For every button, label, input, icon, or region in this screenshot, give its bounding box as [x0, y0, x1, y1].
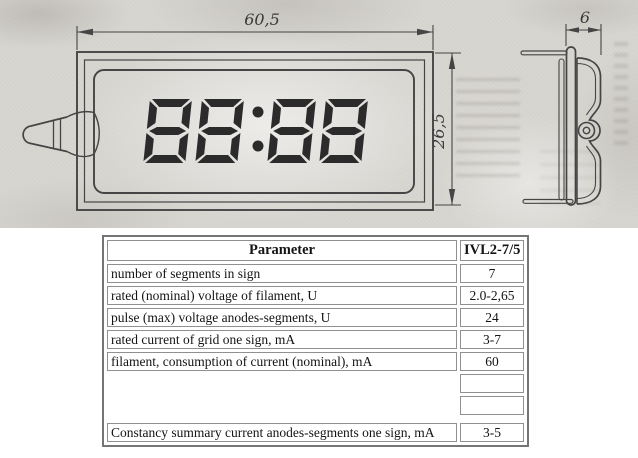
value-cell: 60	[460, 352, 524, 371]
spec-table-region: Parameter IVL2-7/5 number of segments in…	[0, 235, 638, 458]
digit	[195, 99, 244, 163]
parameter-cell	[107, 396, 457, 415]
vfd-drawing-svg: 60,5 26,5	[22, 8, 602, 211]
dimension-width: 60,5	[76, 10, 434, 50]
table-body: number of segments in sign 7 rated (nomina…	[107, 264, 524, 442]
side-view	[520, 46, 602, 206]
parameter-cell: pulse (max) voltage anodes-segments, U	[107, 308, 457, 327]
parameter-cell: rated current of grid one sign, mA	[107, 330, 457, 349]
spec-table: Parameter IVL2-7/5 number of segments in…	[102, 235, 529, 447]
exhaust-tip-center	[582, 126, 591, 135]
front-plate-edge	[558, 58, 565, 201]
table-row: filament, consumption of current (nomina…	[107, 352, 524, 371]
parameter-cell: Constancy summary current anodes-segment…	[107, 423, 457, 442]
top-pin	[520, 50, 568, 56]
parameter-cell: rated (nominal) voltage of filament, U	[107, 286, 457, 305]
value-cell: 3-7	[460, 330, 524, 349]
arrowhead-down	[448, 189, 456, 205]
display-window	[93, 69, 415, 194]
dim-depth-label: 6	[580, 8, 590, 27]
table-row	[107, 374, 524, 393]
exhaust-tip-end	[577, 121, 596, 140]
envelope-back-wall	[576, 57, 602, 205]
colon-dot	[252, 140, 264, 152]
parameter-cell: filament, consumption of current (nomina…	[107, 352, 457, 371]
dim-width-label: 60,5	[244, 10, 280, 29]
value-cell	[460, 374, 524, 393]
envelope-inner-wall	[576, 145, 597, 200]
bottom-pin	[522, 198, 574, 204]
colon-dot	[252, 106, 264, 118]
dim-height-label: 26,5	[429, 113, 448, 150]
table-spacer-row	[107, 418, 524, 420]
arrowhead-up	[448, 53, 456, 69]
dimension-height: 26,5	[429, 52, 461, 206]
table-row	[107, 396, 524, 415]
table-row: number of segments in sign 7	[107, 264, 524, 283]
envelope-inner-wall	[576, 62, 597, 116]
arrowhead-left	[566, 27, 579, 33]
table-row: rated (nominal) voltage of filament, U 2.…	[107, 286, 524, 305]
arrowhead-left	[77, 28, 93, 36]
seven-segment-display	[143, 99, 368, 163]
value-cell: 7	[460, 264, 524, 283]
table-row: Constancy summary current anodes-segment…	[107, 423, 524, 442]
spacer-cell	[107, 418, 524, 420]
parameter-cell	[107, 374, 457, 393]
front-glass-edge	[565, 46, 577, 206]
table-header-row: Parameter IVL2-7/5	[107, 240, 524, 261]
parameter-cell: number of segments in sign	[107, 264, 457, 283]
digit	[319, 99, 368, 163]
technical-drawing: 60,5 26,5	[0, 0, 638, 228]
value-cell	[460, 396, 524, 415]
arrowhead-right	[417, 28, 433, 36]
arrowhead-right	[588, 27, 601, 33]
table-row: rated current of grid one sign, mA 3-7	[107, 330, 524, 349]
value-cell: 2.0-2,65	[460, 286, 524, 305]
table-header-model: IVL2-7/5	[460, 240, 524, 261]
table-header-parameter: Parameter	[107, 240, 457, 261]
exhaust-tip	[22, 110, 100, 158]
digit	[143, 99, 192, 163]
glass-envelope-outline	[76, 51, 434, 211]
digit	[267, 99, 316, 163]
value-cell: 24	[460, 308, 524, 327]
envelope-inner-edge	[83, 59, 426, 203]
value-cell: 3-5	[460, 423, 524, 442]
dimension-depth: 6	[565, 8, 602, 55]
table-row: pulse (max) voltage anodes-segments, U 24	[107, 308, 524, 327]
front-view	[22, 51, 434, 211]
